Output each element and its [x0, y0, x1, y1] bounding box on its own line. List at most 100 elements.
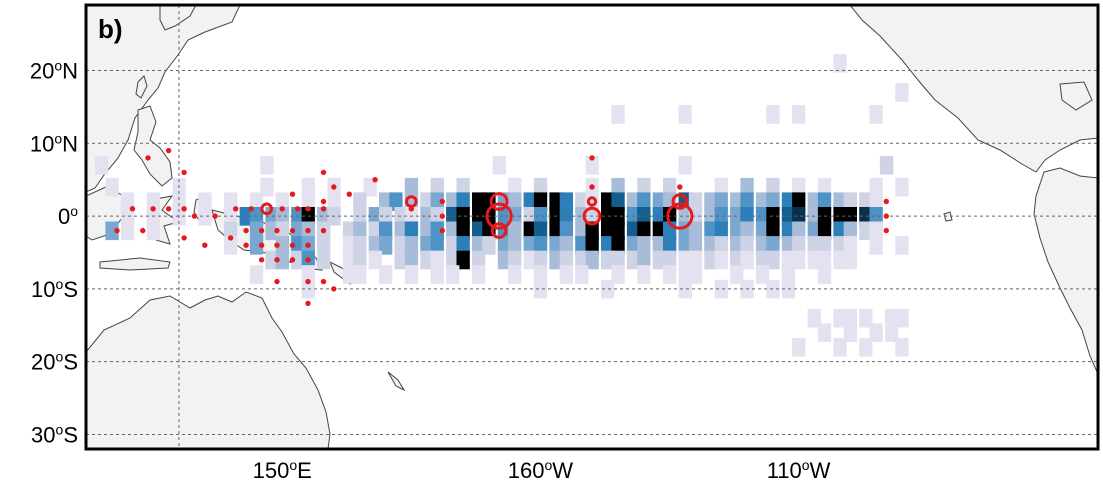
heatmap-cell — [533, 207, 548, 226]
heatmap-cell — [363, 177, 377, 197]
south-america — [1033, 167, 1098, 375]
heatmap-cell — [146, 221, 160, 241]
heatmap-cell — [730, 265, 744, 284]
heatmap-cell — [575, 265, 589, 284]
heatmap-cell — [833, 236, 847, 255]
heatmap-cell — [730, 236, 744, 255]
heatmap-cell — [456, 236, 470, 255]
heatmap-cell — [678, 207, 692, 226]
heatmap-cell — [249, 236, 264, 255]
heatmap-cell — [120, 192, 135, 211]
heatmap-cell — [678, 265, 692, 284]
heatmap-cell — [492, 156, 506, 175]
heatmap-cell — [353, 207, 367, 226]
station-marker — [243, 227, 249, 234]
heatmap-cell — [859, 207, 873, 226]
station-marker — [150, 206, 156, 212]
station-marker — [883, 198, 889, 205]
heatmap-cell — [575, 221, 589, 241]
heatmap-cell — [275, 207, 289, 226]
heatmap-cell — [533, 192, 548, 211]
heatmap-cell — [792, 192, 806, 211]
heatmap-cell — [637, 250, 651, 270]
heatmap-cell — [559, 265, 573, 284]
heatmap-cell — [389, 192, 403, 211]
heatmap-cell — [394, 250, 408, 270]
heatmap-cell — [652, 221, 666, 241]
station-marker — [191, 213, 198, 219]
heatmap-cell — [781, 236, 796, 255]
heatmap-cell — [533, 250, 548, 270]
heatmap-cell — [420, 192, 434, 211]
heatmap-cell — [249, 221, 264, 241]
latitude-tick-label: 10oS — [31, 276, 78, 302]
heatmap-cell — [549, 192, 563, 211]
heatmap-cell — [792, 207, 806, 226]
heatmap-cell — [766, 250, 780, 270]
station-marker — [372, 177, 378, 183]
station-marker — [439, 227, 445, 234]
station-marker — [258, 257, 265, 263]
heatmap-cell — [404, 265, 419, 284]
heatmap-cell — [404, 221, 419, 241]
heatmap-cell — [714, 207, 728, 226]
heatmap-cell — [663, 236, 677, 255]
heatmap-cell — [342, 236, 357, 255]
heatmap-cell — [394, 221, 408, 241]
station-marker — [165, 206, 172, 212]
heatmap-cell — [559, 250, 573, 270]
asia-mainland — [86, 5, 241, 193]
heatmap-cell — [353, 192, 367, 211]
map-frame — [84, 3, 1100, 451]
station-marker — [233, 206, 239, 212]
heatmap-cell — [95, 156, 109, 175]
heatmap-cell — [611, 250, 625, 270]
heatmap-cell — [637, 221, 651, 241]
station-marker — [677, 184, 683, 190]
heatmap-cell — [456, 192, 470, 211]
heatmap-cell — [611, 177, 625, 197]
heatmap-cell — [755, 250, 770, 270]
heatmap-cell — [472, 250, 486, 270]
heatmap-cell — [404, 250, 419, 270]
heatmap-cell — [885, 323, 899, 342]
station-marker — [274, 227, 280, 234]
heatmap-cell — [652, 236, 666, 255]
heatmap-cell — [379, 236, 393, 255]
heatmap-cell — [379, 221, 393, 241]
station-marker — [305, 242, 311, 248]
heatmap-cell — [730, 250, 744, 270]
heatmap-cell — [523, 236, 537, 255]
heatmap-cell — [626, 192, 641, 211]
heatmap-cell — [879, 156, 894, 175]
station-marker — [181, 235, 187, 241]
heatmap-cell — [781, 250, 796, 270]
heatmap-cell — [420, 236, 434, 255]
heatmap-cell — [533, 177, 548, 197]
heatmap-cell — [817, 323, 832, 342]
heatmap-cell — [353, 236, 367, 255]
heatmap-cell — [239, 207, 253, 226]
station-marker — [274, 242, 280, 248]
heatmap-cell — [301, 192, 315, 211]
heatmap-cell — [508, 177, 522, 197]
heatmap-cell — [766, 192, 780, 211]
latitude-tick-label: 10oN — [30, 130, 78, 156]
heatmap-cell — [549, 250, 563, 270]
longitude-tick-label: 110oW — [767, 457, 831, 483]
heatmap-cell — [663, 250, 677, 270]
heatmap-cell — [817, 192, 832, 211]
station-marker — [202, 242, 208, 248]
heatmap-cell — [549, 236, 563, 255]
heatmap-cell — [766, 177, 780, 197]
station-marker — [331, 184, 337, 190]
heatmap-cell — [678, 105, 692, 124]
station-marker — [248, 206, 254, 212]
station-marker — [883, 213, 889, 219]
heatmap-cell — [730, 192, 744, 211]
heatmap-cell — [807, 236, 821, 255]
heatmap-cell — [859, 192, 873, 211]
heatmap-cell — [549, 221, 563, 241]
heatmap-cell — [807, 221, 821, 241]
heatmap-cell — [260, 156, 274, 175]
